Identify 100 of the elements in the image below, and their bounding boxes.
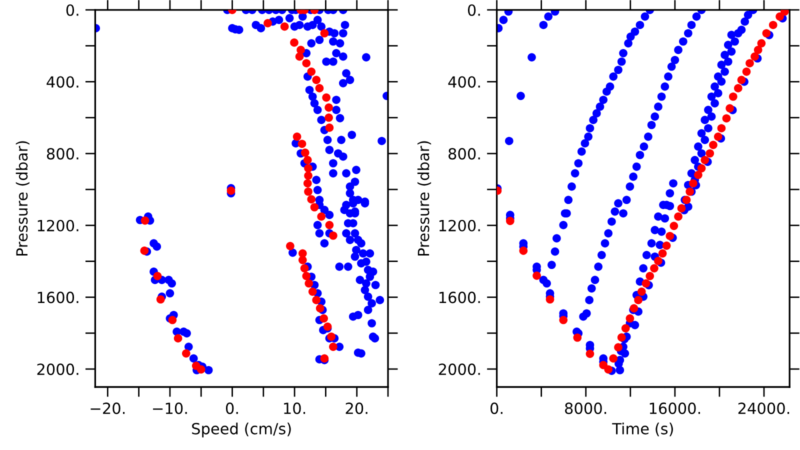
y-tick-label: 1200. (439, 220, 480, 232)
point (573, 333, 582, 342)
point (742, 68, 751, 76)
point (302, 59, 311, 68)
x-tick-label: −20. (90, 402, 125, 414)
point (700, 156, 710, 164)
x-axis-title: Time (s) (612, 422, 673, 436)
point (506, 216, 514, 226)
point (310, 203, 319, 212)
point (153, 272, 162, 280)
point (621, 324, 630, 332)
x-tick-label: 24000. (738, 402, 790, 414)
point (614, 343, 622, 352)
point (317, 212, 326, 221)
point (717, 124, 726, 132)
point (626, 314, 634, 323)
point (290, 38, 298, 47)
point (300, 264, 309, 272)
point (677, 204, 686, 212)
point (757, 39, 766, 48)
point (320, 29, 329, 38)
point (697, 164, 706, 172)
point (637, 287, 646, 296)
y-tick-label: 1600. (38, 292, 78, 304)
point (303, 179, 312, 188)
point (670, 222, 678, 230)
y-tick-label: 2000. (438, 364, 480, 376)
point (519, 246, 528, 255)
point (658, 249, 667, 258)
point (316, 304, 324, 313)
point (674, 212, 682, 221)
point (642, 279, 650, 288)
point (307, 195, 316, 204)
point (604, 365, 613, 374)
x-axis-title: Speed (cm/s) (192, 422, 291, 438)
point (304, 187, 312, 196)
point (324, 103, 333, 112)
point (634, 296, 642, 304)
point (586, 350, 594, 358)
point (312, 296, 321, 304)
point (156, 295, 165, 304)
point (726, 104, 734, 112)
point (617, 333, 626, 342)
point (654, 256, 662, 266)
point (646, 272, 654, 280)
point (746, 59, 754, 68)
x-tick-label: −10. (153, 402, 187, 414)
y-tick-label: 0. (66, 4, 78, 16)
point (559, 316, 568, 324)
x-tick-label: 20. (346, 402, 368, 414)
point (295, 52, 304, 61)
point (304, 279, 314, 288)
y-axis-title: Pressure (dbar) (417, 141, 432, 256)
point (532, 272, 541, 280)
point (776, 12, 784, 21)
point (264, 19, 272, 28)
point (762, 29, 771, 38)
y-axis-title: Pressure (dbar) (16, 141, 30, 256)
point (196, 365, 206, 374)
point (174, 334, 182, 343)
point (298, 256, 307, 264)
point (689, 179, 698, 188)
point (315, 84, 324, 92)
y-tick-label: 1600. (439, 292, 480, 304)
point (694, 170, 702, 180)
point (325, 220, 334, 230)
point (768, 20, 778, 30)
point (298, 140, 306, 148)
point (754, 46, 762, 54)
point (734, 84, 742, 92)
y-tick-label: 800. (448, 148, 480, 160)
x-tick-label: 0. (226, 402, 238, 414)
point (312, 76, 321, 84)
point (308, 287, 317, 296)
point (292, 132, 302, 141)
point (722, 114, 731, 123)
x-tick-label: 0. (490, 402, 502, 414)
point (329, 342, 338, 351)
point (168, 316, 177, 324)
point (706, 149, 714, 158)
point (714, 132, 722, 141)
point (286, 242, 294, 250)
point (300, 148, 310, 157)
y-tick-label: 1200. (38, 220, 78, 232)
y-tick-label: 800. (46, 148, 78, 160)
point (140, 246, 149, 255)
point (650, 264, 658, 272)
x-tick-label: 8000. (565, 402, 606, 414)
point (666, 232, 674, 240)
point (325, 124, 334, 132)
point (140, 216, 150, 225)
x-tick-label: 10. (284, 402, 306, 414)
point (324, 113, 333, 122)
point (750, 52, 759, 61)
y-tick-label: 2000. (37, 364, 78, 376)
point (307, 68, 316, 76)
y-tick-label: 400. (46, 76, 78, 88)
point (609, 354, 618, 363)
point (320, 314, 328, 323)
point (302, 272, 311, 280)
